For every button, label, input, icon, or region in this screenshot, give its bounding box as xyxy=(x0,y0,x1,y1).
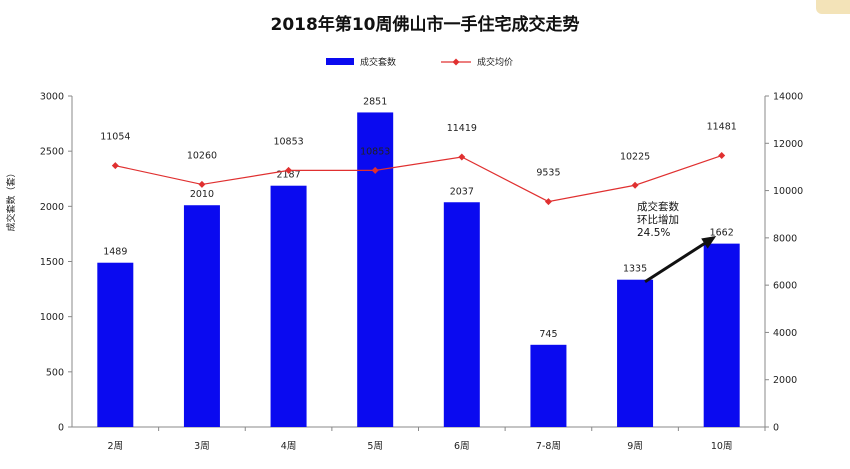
x-tick-label: 2周 xyxy=(108,441,124,452)
line-point xyxy=(111,162,119,170)
line-value-label: 11054 xyxy=(100,132,130,143)
line-value-label: 9535 xyxy=(536,168,560,179)
annotation-text: 成交套数 xyxy=(637,200,679,213)
y-tick-label-left: 1000 xyxy=(40,312,64,323)
line-value-label: 11481 xyxy=(707,122,737,133)
bar xyxy=(530,344,567,427)
legend-marker-line xyxy=(452,58,460,66)
bar xyxy=(183,205,220,427)
line-value-label: 10260 xyxy=(187,150,217,161)
line-value-label: 11419 xyxy=(447,123,477,134)
legend-label-bars: 成交套数 xyxy=(360,56,396,68)
bar-value-label: 2037 xyxy=(450,186,474,197)
line-point xyxy=(285,166,293,174)
line-point xyxy=(544,198,552,206)
y-tick-label-right: 6000 xyxy=(773,281,797,292)
legend-swatch-bars xyxy=(326,58,354,65)
y-axis-label: 成交套数（套） xyxy=(5,168,17,231)
line-value-label: 10853 xyxy=(360,146,390,157)
y-tick-label-right: 2000 xyxy=(773,375,797,386)
y-tick-label-left: 2000 xyxy=(40,202,64,213)
bar xyxy=(270,185,307,427)
bar xyxy=(443,202,480,427)
x-tick-label: 3周 xyxy=(194,441,210,452)
line-point xyxy=(198,180,206,188)
line-point xyxy=(458,153,466,161)
bar-value-label: 2010 xyxy=(190,189,214,200)
y-tick-label-right: 12000 xyxy=(773,139,803,150)
line-value-label: 10853 xyxy=(273,136,303,147)
annotation-text: 24.5% xyxy=(637,227,670,239)
x-tick-label: 9周 xyxy=(627,441,643,452)
annotation-arrow-shaft xyxy=(644,236,715,283)
bar-value-label: 2851 xyxy=(363,96,387,107)
bar xyxy=(617,279,654,427)
x-tick-label: 10周 xyxy=(711,441,733,452)
y-tick-label-right: 10000 xyxy=(773,186,803,197)
x-tick-label: 6周 xyxy=(454,441,470,452)
bar xyxy=(703,243,740,427)
bar-value-label: 1335 xyxy=(623,264,647,275)
line-point xyxy=(718,152,726,160)
bar-value-label: 745 xyxy=(539,329,557,340)
y-tick-label-left: 3000 xyxy=(40,92,64,103)
bar xyxy=(97,262,134,427)
annotation-arrow-head xyxy=(701,236,717,249)
bar-value-label: 2187 xyxy=(276,170,300,181)
y-tick-label-right: 8000 xyxy=(773,233,797,244)
y-tick-label-left: 500 xyxy=(46,367,64,378)
y-tick-label-right: 4000 xyxy=(773,328,797,339)
legend-label-line: 成交均价 xyxy=(477,56,513,68)
y-tick-label-left: 1500 xyxy=(40,257,64,268)
y-tick-label-right: 0 xyxy=(773,423,779,434)
bar-value-label: 1489 xyxy=(103,247,127,258)
line-point xyxy=(631,181,639,189)
chart-title: 2018年第10周佛山市一手住宅成交走势 xyxy=(271,14,580,35)
x-tick-label: 5周 xyxy=(367,441,383,452)
line-series-price xyxy=(115,154,722,203)
y-tick-label-left: 0 xyxy=(58,423,64,434)
corner-decoration xyxy=(816,0,850,14)
y-tick-label-left: 2500 xyxy=(40,147,64,158)
bar-value-label: 1662 xyxy=(710,228,734,239)
y-tick-label-right: 14000 xyxy=(773,92,803,103)
x-tick-label: 4周 xyxy=(281,441,297,452)
x-tick-label: 7-8周 xyxy=(536,441,561,452)
line-value-label: 10225 xyxy=(620,151,650,162)
bar xyxy=(357,112,394,427)
line-point xyxy=(371,166,379,174)
annotation-text: 环比增加 xyxy=(637,213,679,226)
